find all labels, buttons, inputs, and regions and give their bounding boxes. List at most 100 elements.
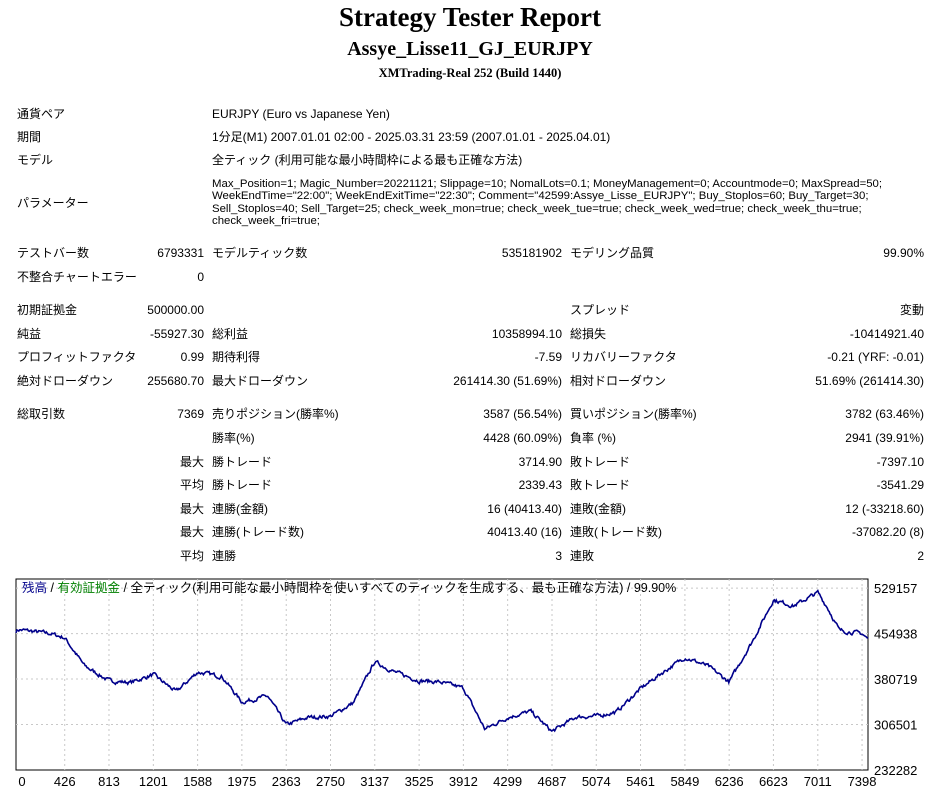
largest-win-value: 3714.90 (518, 455, 562, 469)
net-label: 純益 (17, 327, 42, 341)
gross-profit-value: 10358994.10 (491, 327, 562, 341)
symbol-label: 通貨ペア (17, 107, 66, 121)
ticks-label: モデルティック数 (212, 246, 308, 260)
x-tick-label: 0 (18, 774, 25, 789)
x-tick-label: 7398 (848, 774, 877, 789)
x-tick-label: 4687 (538, 774, 567, 789)
ea-name: Assye_Lisse11_GJ_EURJPY (347, 38, 593, 60)
balance-series-line (15, 589, 869, 733)
legend-description: 全ティック(利用可能な最小時間枠を使いすべてのティックを生成する、最も正確な方法… (130, 581, 624, 595)
x-tick-label: 5074 (582, 774, 611, 789)
max-consec-loss-value: -37082.20 (8) (851, 525, 924, 539)
quality-label: モデリング品質 (570, 246, 655, 260)
legend-balance: 残高 (22, 581, 48, 595)
model-value: 全ティック (利用可能な最小時間枠による最も正確な方法) (212, 153, 523, 167)
long-label: 買いポジション(勝率%) (570, 407, 697, 421)
rel-dd-value: 51.69% (261414.30) (815, 374, 924, 388)
avg-win-label: 勝トレード (212, 478, 273, 492)
spread-label: スプレッド (570, 303, 631, 317)
balance-chart-svg: 0 426 813 1201 1588 1975 2363 2750 3137 3525 3912 4… (15, 578, 917, 789)
x-tick-label: 1975 (227, 774, 256, 789)
trades-label: 総取引数 (17, 407, 66, 421)
max-dd-label: 最大ドローダウン (212, 374, 309, 388)
x-tick-label: 3137 (360, 774, 389, 789)
trades-value: 7369 (177, 407, 204, 421)
x-tick-label: 813 (98, 774, 120, 789)
gross-loss-value: -10414921.40 (849, 327, 924, 341)
pf-value: 0.99 (180, 350, 204, 364)
long-value: 3782 (63.46%) (845, 407, 924, 421)
avg-consec-wins-value: 3 (555, 549, 562, 563)
avg-consec-losses-label: 連敗 (570, 549, 595, 563)
abs-dd-label: 絶対ドローダウン (17, 374, 114, 388)
net-value: -55927.30 (149, 327, 204, 341)
x-tick-label: 6236 (715, 774, 744, 789)
plot-frame (15, 578, 869, 771)
rel-dd-label: 相対ドローダウン (570, 374, 667, 388)
balance-chart: 0 426 813 1201 1588 1975 2363 2750 3137 3525 3912 4… (0, 571, 940, 791)
max-consec-losses-value: 12 (-33218.60) (845, 502, 924, 516)
lossrate-label: 負率 (%) (570, 431, 616, 445)
params-value: Max_Position=1; Magic_Number=20221121; S… (212, 178, 883, 228)
y-tick-label: 306501 (874, 718, 917, 733)
server-build: XMTrading-Real 252 (Build 1440) (378, 66, 562, 80)
x-tick-label: 1588 (183, 774, 212, 789)
avg-consec-wins-label: 連勝 (212, 549, 237, 563)
legend-sep-2: / (123, 581, 127, 595)
average-prefix: 平均 (179, 478, 204, 492)
x-tick-label: 5461 (626, 774, 655, 789)
lossrate-value: 2941 (39.91%) (845, 431, 924, 445)
x-tick-label: 2363 (272, 774, 301, 789)
max-consec-prefix-2: 最大 (179, 525, 204, 539)
bars-label: テストバー数 (17, 246, 90, 260)
x-tick-label: 1201 (139, 774, 168, 789)
max-consec-prefix: 最大 (179, 502, 204, 516)
legend-sep-1: / (50, 581, 54, 595)
max-consec-loss-label: 連敗(トレード数) (570, 525, 662, 539)
expected-label: 期待利得 (212, 350, 261, 364)
period-label: 期間 (17, 130, 42, 144)
winrate-value: 4428 (60.09%) (483, 431, 562, 445)
legend-equity: 有効証拠金 (57, 581, 120, 595)
max-consec-profit-label: 連勝(トレード数) (212, 525, 304, 539)
x-tick-label: 7011 (804, 774, 832, 789)
gross-loss-label: 総損失 (570, 327, 607, 341)
avg-loss-value: -3541.29 (876, 478, 924, 492)
model-label: モデル (17, 153, 54, 167)
avg-consec-losses-value: 2 (917, 549, 924, 563)
winrate-label: 勝率(%) (212, 431, 255, 445)
deposit-value: 500000.00 (147, 303, 204, 317)
avg-loss-label: 敗トレード (570, 478, 631, 492)
abs-dd-value: 255680.70 (147, 374, 204, 388)
spread-value: 変動 (899, 303, 924, 317)
avg-consec-prefix: 平均 (179, 549, 204, 563)
x-tick-label: 4299 (493, 774, 522, 789)
short-value: 3587 (56.54%) (483, 407, 562, 421)
largest-win-label: 勝トレード (212, 455, 273, 469)
largest-loss-label: 敗トレード (570, 455, 631, 469)
mismatch-label: 不整合チャートエラー (17, 270, 137, 284)
largest-loss-value: -7397.10 (876, 455, 924, 469)
expected-value: -7.59 (534, 350, 562, 364)
chart-legend: 残高 / 有効証拠金 / 全ティック(利用可能な最小時間枠を使いすべてのティック… (22, 577, 676, 596)
bars-value: 6793331 (157, 246, 204, 260)
deposit-label: 初期証拠金 (17, 303, 78, 317)
max-consec-wins-label: 連勝(金額) (212, 502, 268, 516)
period-value: 1分足(M1) 2007.01.01 02:00 - 2025.03.31 23… (212, 130, 611, 144)
quality-value: 99.90% (883, 246, 924, 260)
ticks-value: 535181902 (501, 246, 562, 260)
avg-win-value: 2339.43 (518, 478, 562, 492)
mismatch-value: 0 (197, 270, 204, 284)
x-tick-label: 3525 (405, 774, 434, 789)
max-consec-wins-value: 16 (40413.40) (487, 502, 562, 516)
y-tick-label: 380719 (874, 672, 917, 687)
max-consec-profit-value: 40413.40 (16) (487, 525, 562, 539)
y-tick-label: 529157 (874, 581, 917, 596)
x-tick-label: 426 (54, 774, 76, 789)
report-title: Strategy Tester Report (339, 2, 601, 32)
x-tick-label: 5849 (670, 774, 699, 789)
short-label: 売りポジション(勝率%) (212, 407, 339, 421)
recovery-label: リカバリーファクタ (570, 350, 677, 364)
params-label: パラメーター (17, 196, 89, 210)
y-tick-label: 454938 (874, 627, 917, 642)
